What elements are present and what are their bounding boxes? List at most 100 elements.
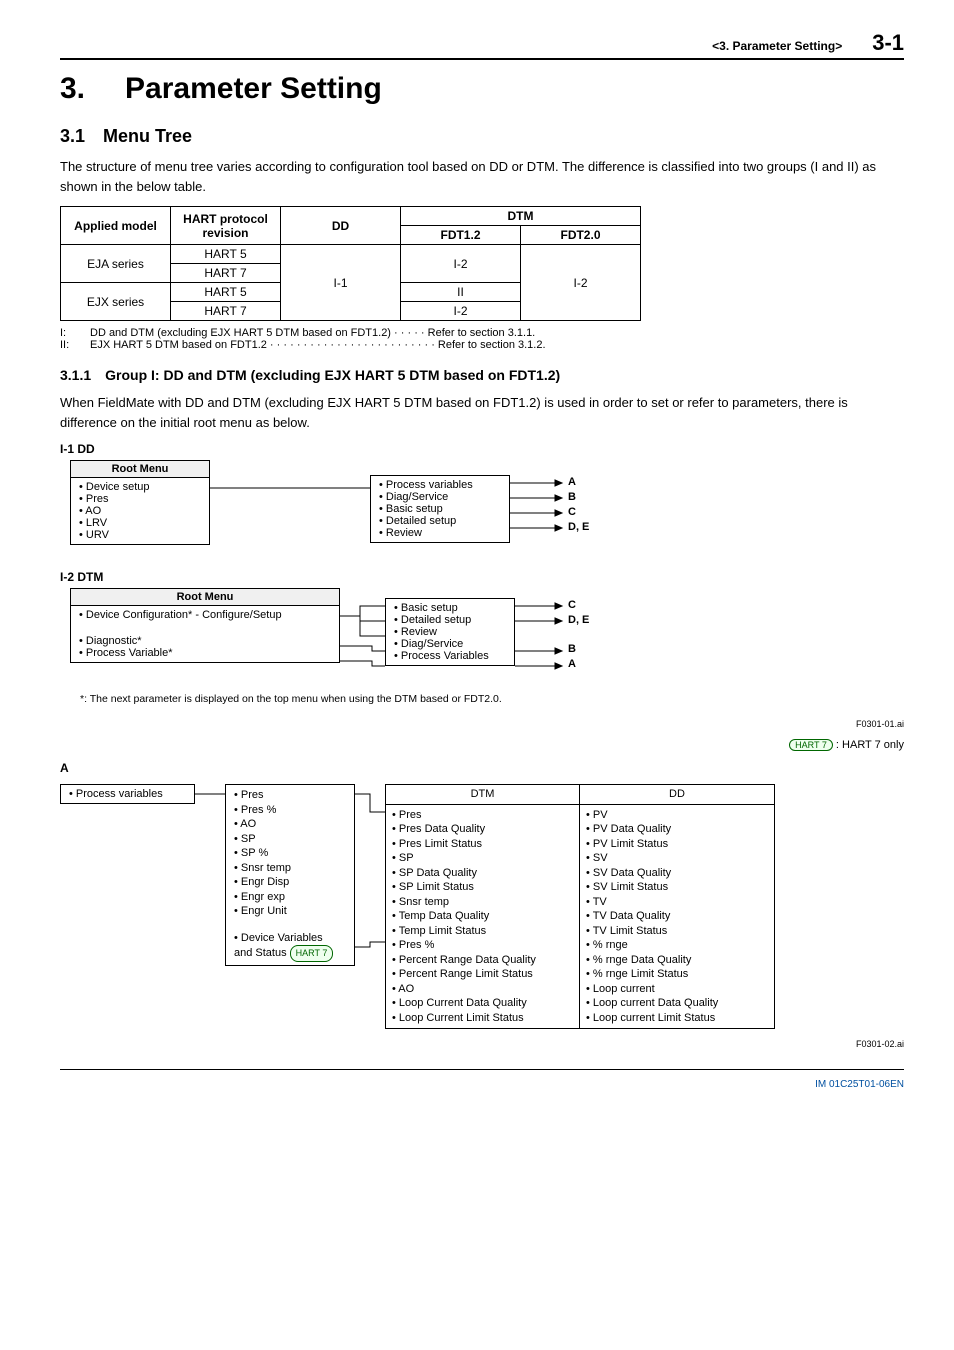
a-dd-item: • PV [586, 808, 768, 823]
section-3-1-1-number: 3.1.1 [60, 367, 91, 383]
td-ejx-h5-fdt12: II [401, 283, 521, 302]
td-ejx-h7: HART 7 [171, 302, 281, 321]
dd-heading: I-1 DD [60, 442, 904, 456]
a-dtm-item: • Pres [392, 808, 573, 823]
a-dd-item: • PV Data Quality [586, 822, 768, 837]
a-dd-item: • % rnge [586, 938, 768, 953]
td-eja-fdt12: I-2 [401, 245, 521, 283]
a-dtm-item: • Pres Limit Status [392, 837, 573, 852]
th-fdt12: FDT1.2 [401, 226, 521, 245]
td-ejx: EJX series [61, 283, 171, 321]
hart7-tag-inline: HART 7 [290, 945, 334, 962]
td-eja: EJA series [61, 245, 171, 283]
a-mid-item: • AO [234, 817, 346, 832]
a-dd-item: • TV Limit Status [586, 924, 768, 939]
dtm-sub-item: • Detailed setup [394, 614, 506, 626]
td-fdt20: I-2 [521, 245, 641, 321]
a-dtm-item: • AO [392, 982, 573, 997]
a-dtm-item: • Pres Data Quality [392, 822, 573, 837]
page-header: <3. Parameter Setting> 3-1 [60, 30, 904, 60]
dd-root-item: • AO [79, 505, 201, 517]
dtm-root-item [79, 621, 331, 635]
a-mid-item: • Engr exp [234, 890, 346, 905]
model-table: Applied model HART protocol revision DD … [60, 206, 641, 321]
hart7-legend: HART 7 : HART 7 only [60, 739, 904, 751]
a-dd-item: • Loop current Limit Status [586, 1011, 768, 1026]
dtm-diagram: Root Menu • Device Configuration* - Conf… [60, 588, 904, 683]
figure-number-2: F0301-02.ai [60, 1039, 904, 1049]
document-id: IM 01C25T01-06EN [815, 1079, 904, 1090]
dtm-sub-item: • Process Variables [394, 650, 506, 662]
section-3-1-1-intro: When FieldMate with DD and DTM (excludin… [60, 393, 904, 432]
a-dd-item: • PV Limit Status [586, 837, 768, 852]
th-dtm: DTM [401, 207, 641, 226]
dd-root-item: • Device setup [79, 481, 201, 493]
a-dtm-item: • Percent Range Data Quality [392, 953, 573, 968]
page-footer: IM 01C25T01-06EN [60, 1069, 904, 1090]
dtm-label: A [568, 657, 589, 672]
a-dtm-item: • Loop Current Limit Status [392, 1011, 573, 1026]
chapter-number: 3. [60, 72, 85, 106]
td-i1: I-1 [281, 245, 401, 321]
th-fdt20: FDT2.0 [521, 226, 641, 245]
th-applied: Applied model [61, 207, 171, 245]
dd-diagram: Root Menu • Device setup • Pres • AO • L… [60, 460, 904, 560]
dd-root-title: Root Menu [71, 461, 209, 478]
dd-sub-item: • Review [379, 527, 501, 539]
a-dtm-item: • Temp Limit Status [392, 924, 573, 939]
dtm-label: C [568, 598, 589, 613]
dd-sub-item: • Diag/Service [379, 491, 501, 503]
a-mid-item: • Pres % [234, 803, 346, 818]
td-eja-h5: HART 5 [171, 245, 281, 264]
dtm-root-title: Root Menu [71, 589, 339, 606]
a-dd-item: • % rnge Limit Status [586, 967, 768, 982]
a-dtm-item: • Loop Current Data Quality [392, 996, 573, 1011]
a-mid-item [234, 919, 346, 931]
note-ii-label: II: [60, 339, 90, 351]
a-dd-item: • Loop current Data Quality [586, 996, 768, 1011]
a-dtm-item: • SP Data Quality [392, 866, 573, 881]
a-mid-item: • Device Variables [234, 931, 346, 946]
dd-sub-item: • Detailed setup [379, 515, 501, 527]
a-dtm-title: DTM [386, 785, 580, 804]
dtm-label [568, 628, 589, 642]
dtm-root-item: • Diagnostic* [79, 635, 331, 647]
a-dd-col: • PV • PV Data Quality • PV Limit Status… [580, 805, 774, 1029]
section-3-1-title: Menu Tree [103, 126, 192, 147]
dd-label: A [568, 475, 589, 490]
a-dtm-item: • SP Limit Status [392, 880, 573, 895]
section-3-1-intro: The structure of menu tree varies accord… [60, 157, 904, 196]
a-mid-item: • Pres [234, 788, 346, 803]
note-i-text: DD and DTM (excluding EJX HART 5 DTM bas… [90, 327, 535, 339]
a-dtm-col: • Pres • Pres Data Quality • Pres Limit … [386, 805, 580, 1029]
table-notes: I: DD and DTM (excluding EJX HART 5 DTM … [60, 327, 904, 351]
a-mid-item: • Engr Disp [234, 875, 346, 890]
hart7-tag: HART 7 [789, 739, 833, 751]
td-eja-h7: HART 7 [171, 264, 281, 283]
dd-label: D, E [568, 520, 589, 535]
a-mid-item: • SP [234, 832, 346, 847]
a-mid-item: • Engr Unit [234, 904, 346, 919]
a-dd-title: DD [580, 785, 774, 804]
dtm-heading: I-2 DTM [60, 570, 904, 584]
dd-label: B [568, 490, 589, 505]
dd-sub-item: • Basic setup [379, 503, 501, 515]
a-dtm-item: • Temp Data Quality [392, 909, 573, 924]
dtm-root-item: • Process Variable* [79, 647, 331, 659]
a-mid-last-text: and Status [234, 947, 290, 959]
a-dtm-item: • SP [392, 851, 573, 866]
header-section-title: <3. Parameter Setting> [712, 39, 842, 53]
dd-label: C [568, 505, 589, 520]
note-ii-text: EJX HART 5 DTM based on FDT1.2 · · · · ·… [90, 339, 546, 351]
a-dtm-item: • Pres % [392, 938, 573, 953]
dd-root-item: • LRV [79, 517, 201, 529]
dd-root-item: • Pres [79, 493, 201, 505]
figure-number-1: F0301-01.ai [60, 719, 904, 729]
a-left-item: • Process variables [69, 788, 186, 800]
th-hart: HART protocol revision [171, 207, 281, 245]
dd-root-item: • URV [79, 529, 201, 541]
a-mid-last: and Status HART 7 [234, 945, 346, 962]
dtm-footnote: *: The next parameter is displayed on th… [80, 693, 904, 705]
section-3-1-number: 3.1 [60, 126, 85, 147]
a-dd-item: • Loop current [586, 982, 768, 997]
